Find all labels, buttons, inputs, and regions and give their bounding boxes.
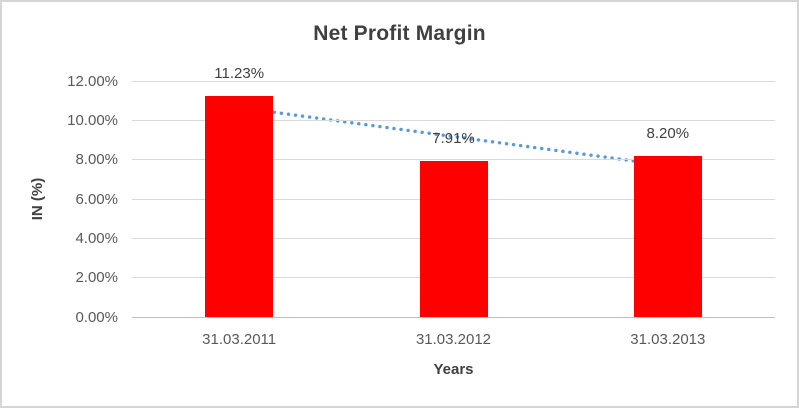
x-tick-label: 31.03.2011 [202, 331, 277, 348]
y-tick-label: 12.00% [67, 72, 118, 90]
data-label: 7.91% [432, 130, 475, 148]
gridline [132, 159, 775, 161]
y-tick-label: 0.00% [75, 308, 118, 326]
gridline [132, 80, 775, 82]
data-label: 11.23% [214, 65, 265, 83]
bar [205, 96, 274, 317]
y-tick-label: 8.00% [75, 151, 118, 169]
x-axis-line [132, 316, 775, 318]
y-tick-label: 10.00% [67, 111, 118, 129]
y-tick-label: 6.00% [75, 190, 118, 208]
x-axis-title: Years [433, 361, 474, 378]
chart-title: Net Profit Margin [313, 22, 486, 45]
plot-area: 11.23% 7.91% 8.20% [132, 65, 775, 318]
x-tick-label: 31.03.2013 [630, 331, 706, 348]
y-tick-label: 2.00% [75, 269, 118, 287]
bar [633, 155, 702, 317]
bar [419, 161, 488, 317]
x-tick-label: 31.03.2012 [415, 331, 492, 348]
y-tick-label: 4.00% [75, 229, 118, 247]
data-label: 8.20% [646, 124, 690, 142]
gridline [132, 119, 775, 121]
x-axis: 31.03.2011 31.03.2012 31.03.2013 [132, 331, 775, 351]
y-axis: 0.00% 2.00% 4.00% 6.00% 8.00% 10.00% 12.00% [2, 74, 118, 325]
